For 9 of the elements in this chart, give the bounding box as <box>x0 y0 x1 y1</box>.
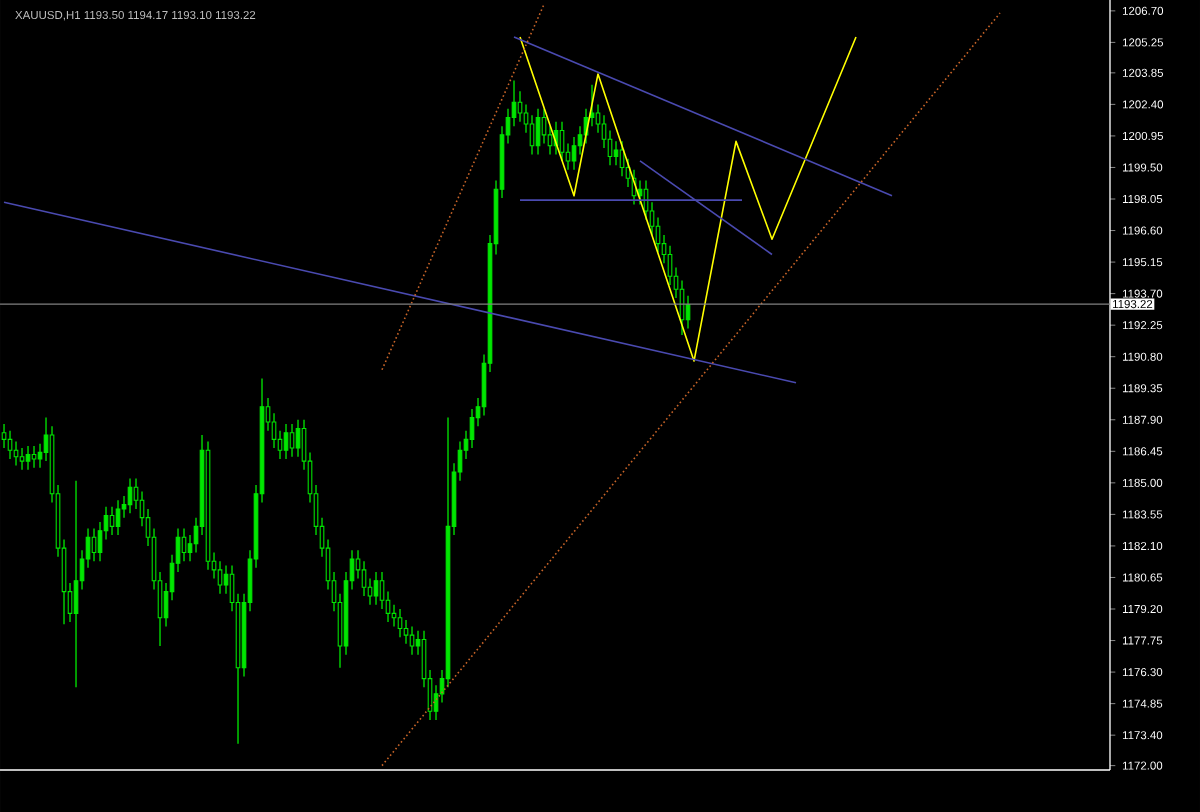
candlestick <box>19 447 25 471</box>
candlestick <box>217 560 223 595</box>
candlestick <box>613 140 619 166</box>
candlestick <box>25 445 31 471</box>
candlestick <box>289 423 295 458</box>
candlestick <box>31 445 37 469</box>
candlestick <box>409 625 415 656</box>
line-series <box>519 36 857 362</box>
candlestick <box>373 571 379 606</box>
